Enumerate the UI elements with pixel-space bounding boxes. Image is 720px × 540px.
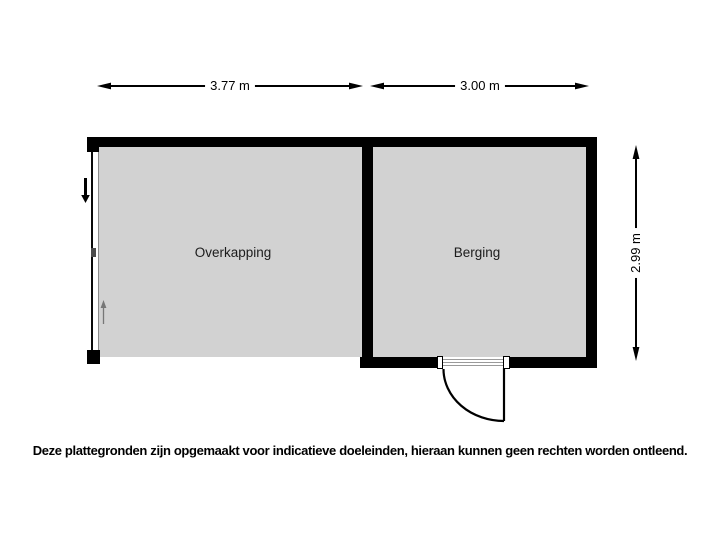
room-label-overkapping: Overkapping bbox=[194, 245, 272, 260]
room-overkapping-floor bbox=[99, 147, 362, 357]
down-arrow-icon bbox=[81, 178, 90, 203]
wall-bottom-left-segment bbox=[360, 357, 437, 368]
wall-bottom-right-segment bbox=[510, 357, 597, 368]
wall-right bbox=[586, 137, 597, 368]
room-berging-floor bbox=[373, 147, 586, 357]
room-label-berging: Berging bbox=[453, 245, 501, 260]
dimension-label-overkapping-width: 3.77 m bbox=[205, 77, 255, 95]
corner-post-top-left bbox=[87, 137, 99, 152]
door-jamb-right bbox=[503, 356, 510, 369]
open-side-marker bbox=[91, 248, 96, 257]
door-threshold bbox=[443, 357, 503, 368]
dimension-label-berging-width: 3.00 m bbox=[455, 77, 505, 95]
disclaimer-text: Deze plattegronden zijn opgemaakt voor i… bbox=[32, 443, 688, 458]
door-swing-icon bbox=[442, 368, 506, 423]
dimension-label-depth: 2.99 m bbox=[627, 228, 645, 278]
door-jamb-left bbox=[437, 356, 443, 369]
corner-post-bottom-left bbox=[87, 350, 100, 364]
wall-divider bbox=[362, 147, 373, 368]
wall-top bbox=[88, 137, 597, 147]
